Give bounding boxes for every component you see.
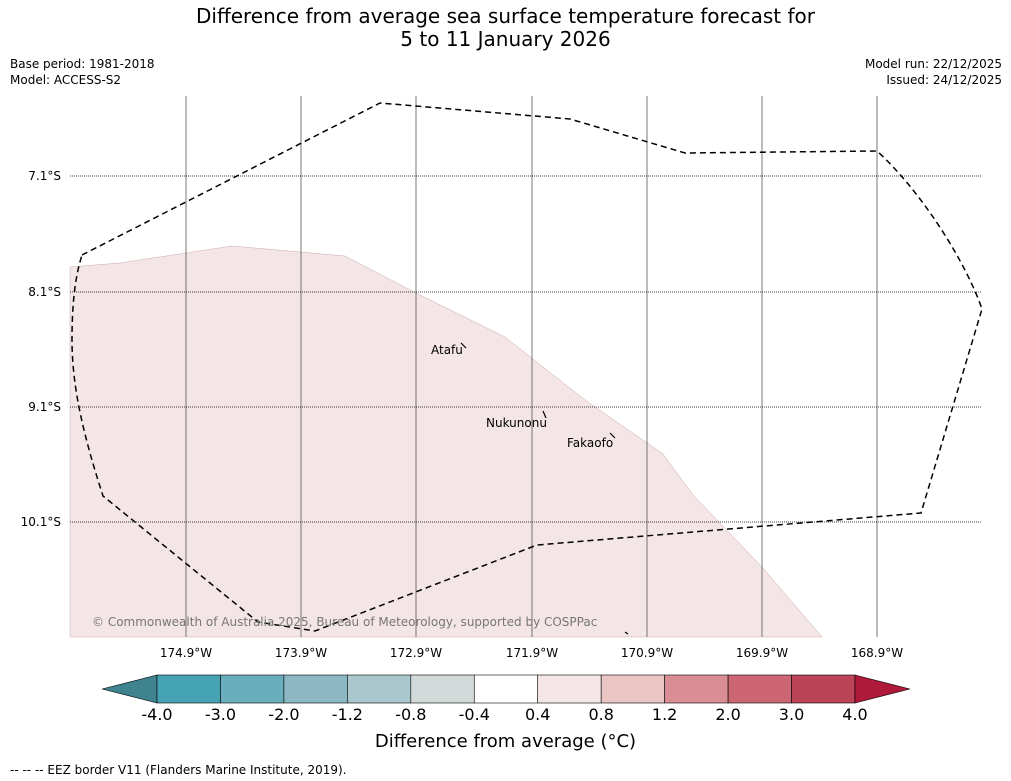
colorbar-extend-low [101, 674, 158, 704]
colorbar-tick-label: -0.8 [395, 705, 427, 724]
colorbar-tick-label: 0.4 [524, 705, 551, 724]
colorbar-tick-label: 4.0 [842, 705, 868, 724]
colorbar-tick-label: 3.0 [778, 705, 805, 724]
colorbar-segment [220, 674, 285, 704]
islands [460, 342, 629, 635]
colorbar-tick-label: 0.8 [588, 705, 614, 724]
colorbar-tick-label: -0.4 [458, 705, 490, 724]
colorbar-segment [156, 674, 221, 704]
meta-left: Base period: 1981-2018 Model: ACCESS-S2 [10, 56, 155, 88]
colorbar-segment [347, 674, 412, 704]
colorbar-segment [537, 674, 602, 704]
small-island-shape [624, 631, 629, 635]
lat-label-10-1: 10.1°S [20, 515, 61, 529]
lon-label-173-9: 173.9°W [274, 646, 328, 660]
issued-date: Issued: 24/12/2025 [886, 73, 1002, 87]
colorbar-segment [473, 674, 539, 704]
lat-label-9-1: 9.1°S [28, 400, 61, 414]
colorbar-segment [410, 674, 475, 704]
lon-label-171-9: 171.9°W [505, 646, 559, 660]
meta-right: Model run: 22/12/2025 Issued: 24/12/2025 [865, 56, 1002, 88]
place-fakaofo: Fakaofo [567, 436, 614, 450]
model-run: Model run: 22/12/2025 [864, 57, 1002, 71]
lon-label-168-9: 168.9°W [850, 646, 904, 660]
colorbar-tick-label: -3.0 [204, 705, 237, 724]
colorbar-segment [664, 674, 729, 704]
anomaly-shaded-area [69, 245, 823, 638]
colorbar-label: Difference from average (°C) [374, 731, 637, 752]
colorbar-segment [727, 674, 792, 704]
title-line-2: 5 to 11 January 2026 [400, 27, 611, 51]
colorbar-tick-label: 1.2 [651, 705, 678, 724]
colorbar-tick-label: -1.2 [331, 705, 363, 724]
place-atafu: Atafu [431, 343, 463, 357]
parallel-lines [70, 175, 982, 523]
lon-label-174-9: 174.9°W [159, 646, 213, 660]
footer-note: -- -- -- EEZ border V11 (Flanders Marine… [10, 763, 347, 777]
colorbar-tick-label: 2.0 [715, 705, 741, 724]
lat-label-7-1: 7.1°S [28, 169, 61, 183]
colorbar-extend-high [854, 674, 911, 704]
lon-label-169-9: 169.9°W [735, 646, 789, 660]
fakaofo-island-shape [609, 432, 616, 439]
colorbar-tick-label: -2.0 [268, 705, 300, 724]
lon-label-172-9: 172.9°W [389, 646, 443, 660]
lat-label-8-1: 8.1°S [28, 285, 61, 299]
base-period: Base period: 1981-2018 [10, 57, 155, 71]
nukunonu-island-shape [542, 410, 547, 419]
colorbar-segment [791, 674, 856, 704]
colorbar-segment [283, 674, 348, 704]
model-name: Model: ACCESS-S2 [10, 73, 122, 87]
place-nukunonu: Nukunonu [486, 416, 547, 430]
copyright-text: © Commonwealth of Australia 2025, Bureau… [92, 615, 597, 629]
colorbar-tick-label: -4.0 [141, 705, 173, 724]
colorbar [101, 674, 911, 704]
lon-label-170-9: 170.9°W [620, 646, 674, 660]
title-line-1: Difference from average sea surface temp… [195, 4, 815, 28]
colorbar-segment [600, 674, 665, 704]
atafu-island-shape [460, 342, 467, 349]
eez-border [71, 102, 983, 632]
chart-title: Difference from average sea surface temp… [0, 5, 1011, 51]
